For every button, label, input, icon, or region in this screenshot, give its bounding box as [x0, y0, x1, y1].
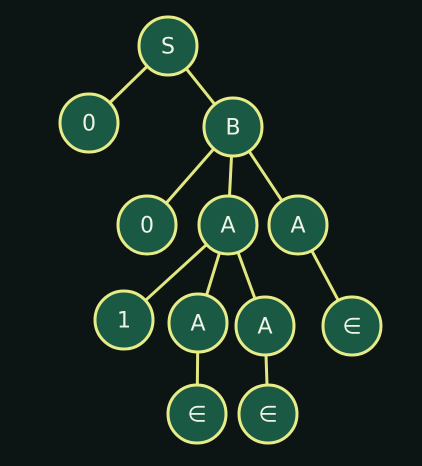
node-label: B [225, 116, 240, 141]
edge-A_mid-to-one [143, 243, 209, 302]
tree-node-B: B [202, 96, 264, 158]
node-label: A [190, 312, 205, 337]
tree-node-epsilon_left: ∈ [166, 383, 228, 445]
node-label: ∈ [258, 403, 277, 428]
node-label: A [220, 214, 235, 239]
node-label: A [290, 214, 305, 239]
node-label: ∈ [187, 403, 206, 428]
edge-A_lower_right-to-epsilon_mid [264, 353, 269, 387]
node-circle [197, 194, 259, 256]
tree-node-A_lower_left: A [167, 292, 229, 354]
node-circle [116, 194, 178, 256]
edge-S-to-zero_left [108, 64, 149, 105]
tree-node-epsilon_right: ∈ [321, 295, 383, 357]
edge-B-to-zero_mid [164, 147, 216, 205]
tree-node-S: S [137, 15, 199, 77]
tree-node-zero_left: 0 [58, 92, 120, 154]
node-label: S [161, 35, 175, 60]
node-circle [234, 295, 296, 357]
tree-node-A_lower_right: A [234, 295, 296, 357]
edge-A_mid-to-A_lower_left [204, 251, 222, 297]
node-circle [93, 289, 155, 351]
tree-node-A_right: A [267, 194, 329, 256]
node-label: 1 [117, 309, 131, 334]
edge-B-to-A_mid [227, 154, 234, 198]
edge-A_right-to-epsilon_right [310, 249, 340, 302]
node-circle [267, 194, 329, 256]
edges-layer [108, 64, 340, 387]
node-circle [58, 92, 120, 154]
node-label: ∈ [342, 315, 361, 340]
node-circle [321, 295, 383, 357]
node-circle [167, 292, 229, 354]
node-circle [166, 383, 228, 445]
edge-S-to-B [184, 67, 217, 106]
node-label: 0 [82, 112, 96, 137]
nodes-layer: S 0 B 0 A A 1 A A ∈ ∈ ∈ [58, 15, 383, 445]
edge-B-to-A_right [247, 149, 284, 203]
node-circle [202, 96, 264, 158]
tree-node-zero_mid: 0 [116, 194, 178, 256]
edge-A_mid-to-A_lower_right [236, 250, 257, 301]
node-label: 0 [140, 214, 154, 239]
node-label: A [257, 315, 272, 340]
tree-node-epsilon_mid: ∈ [237, 383, 299, 445]
tree-node-A_mid: A [197, 194, 259, 256]
tree-node-one: 1 [93, 289, 155, 351]
node-circle [237, 383, 299, 445]
node-circle [137, 15, 199, 77]
